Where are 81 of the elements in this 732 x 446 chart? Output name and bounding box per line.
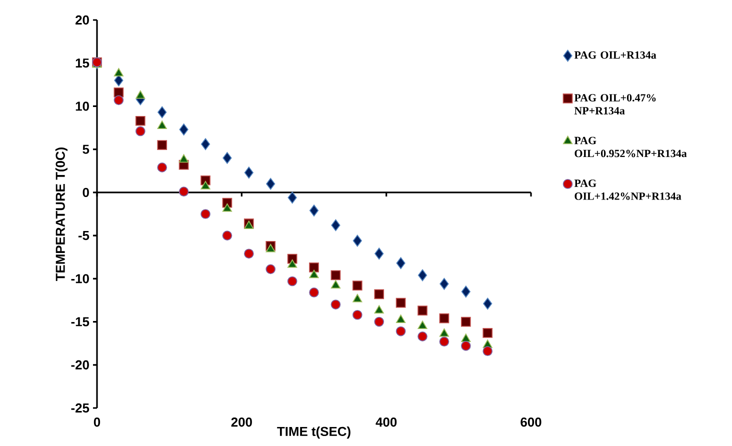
legend-label: PAG OIL+0.952%NP+R134a [574,136,687,158]
y-tick-label: 15 [76,58,90,68]
point [374,316,384,327]
point [288,259,298,268]
y-tick-label: 0 [82,188,89,198]
point [461,286,470,298]
x-tick-label: 0 [94,418,100,427]
point [222,152,232,164]
point [460,340,471,351]
point [330,300,341,310]
point [222,203,232,212]
point [157,162,168,172]
point [135,116,146,126]
x-axis-title: TIME t(SEC) [277,426,350,439]
point [266,178,276,190]
point [331,219,340,232]
point [200,180,210,190]
point [483,298,492,310]
legend-label: PAG OIL+1.42%NP+R134a [574,180,682,200]
y-axis-title: TEMPERATURE T(0C) [55,148,68,282]
point [439,328,449,337]
point [136,90,146,99]
point [222,230,232,240]
legend-label: PAG OIL+0.47% NP+R134a [574,94,656,114]
point [352,294,362,302]
point [374,248,384,260]
point [482,346,493,356]
point [352,280,362,290]
x-tick-label: 400 [376,418,397,427]
x-tick-label: 200 [231,418,252,427]
point [309,262,319,272]
point [309,288,319,298]
point [114,95,124,106]
point [157,140,168,150]
point [135,126,146,136]
point [266,264,276,274]
point [418,320,428,330]
point [309,204,319,216]
y-tick-label: -5 [78,231,90,240]
y-tick-label: 5 [82,144,90,154]
y-tick-label: -20 [71,360,89,370]
point [200,209,210,219]
point [157,120,167,129]
point [330,270,341,280]
point [352,234,362,247]
point [396,257,406,270]
point [482,328,493,338]
point [396,314,406,323]
point [374,289,384,300]
point [352,310,362,320]
point [178,186,189,197]
point [309,270,319,278]
legend-label: PAG OIL+R134a [574,51,656,59]
point [374,305,384,314]
point [179,124,188,136]
point [114,68,124,76]
point [418,269,428,282]
point [158,106,167,118]
y-tick-label: 20 [76,15,89,25]
point [288,192,297,204]
point [266,244,276,252]
y-tick-label: 10 [76,102,89,111]
point [244,248,254,259]
point [461,334,471,342]
point [287,276,298,286]
y-tick-label: -25 [71,403,90,413]
point [179,154,189,163]
point [439,336,450,347]
point [440,278,449,290]
point [244,166,254,179]
point [330,280,340,289]
y-tick-label: -15 [71,317,90,326]
y-tick-label: -10 [71,274,89,284]
point [396,298,406,308]
x-tick-label: 600 [520,418,542,427]
point [418,332,428,342]
point [200,138,210,150]
point [396,326,406,336]
point [439,313,450,324]
point [460,316,471,327]
point [418,306,428,316]
